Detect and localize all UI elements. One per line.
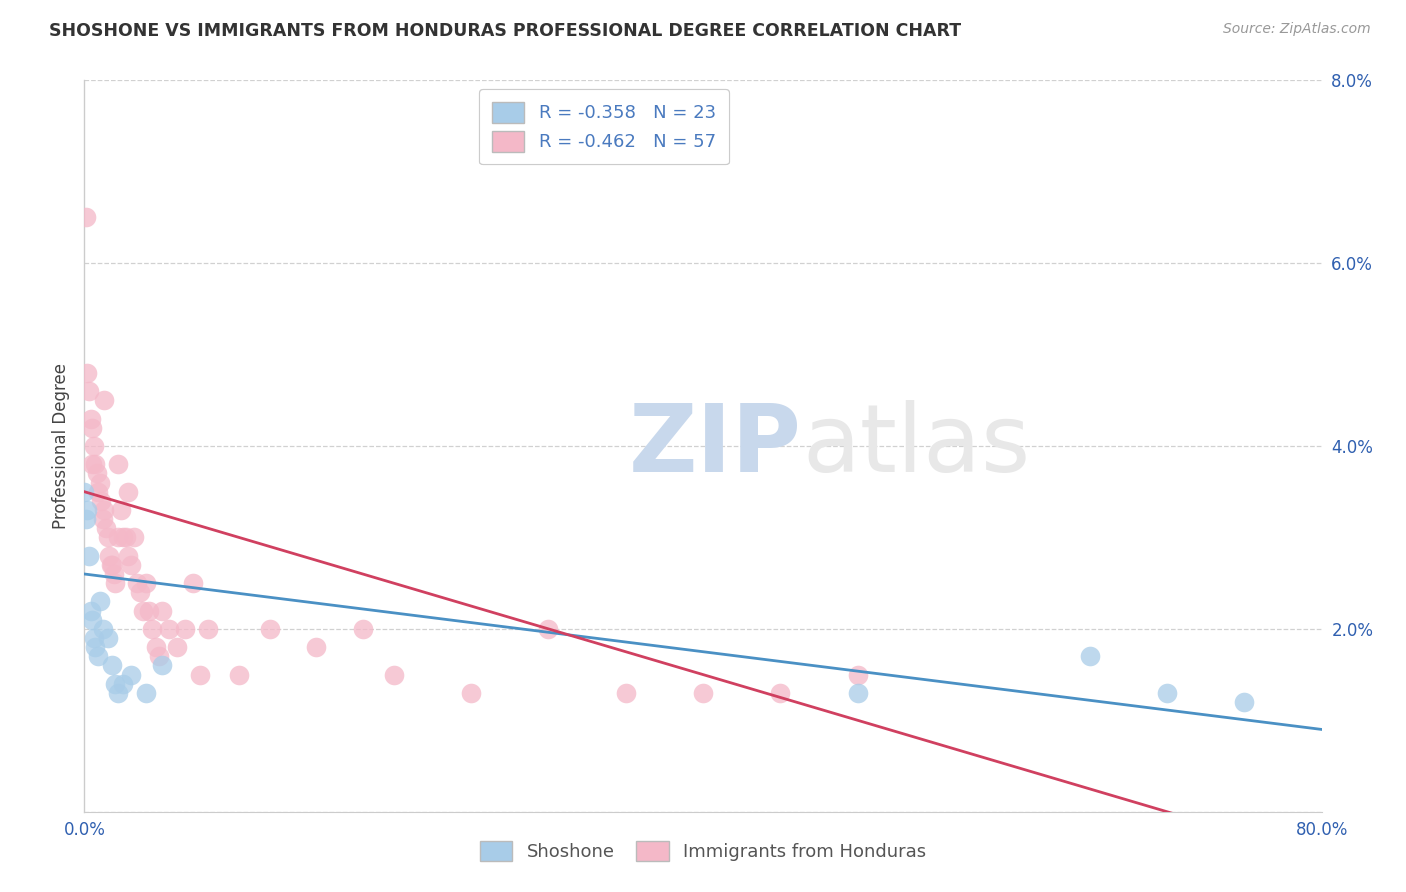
Point xyxy=(537,622,560,636)
Point xyxy=(382,667,405,681)
Point xyxy=(460,686,482,700)
Point xyxy=(73,484,96,499)
Point xyxy=(120,558,142,572)
Point xyxy=(138,603,160,617)
Text: Source: ZipAtlas.com: Source: ZipAtlas.com xyxy=(1223,22,1371,37)
Point xyxy=(104,576,127,591)
Point xyxy=(107,686,129,700)
Point xyxy=(96,631,118,645)
Point xyxy=(150,603,173,617)
Point xyxy=(84,640,107,655)
Point xyxy=(76,366,98,380)
Point xyxy=(82,613,104,627)
Point xyxy=(91,622,114,636)
Point xyxy=(174,622,197,636)
Point xyxy=(150,658,173,673)
Point xyxy=(846,667,869,681)
Point xyxy=(692,686,714,700)
Point xyxy=(148,649,170,664)
Point xyxy=(91,512,114,526)
Point xyxy=(100,558,122,572)
Point xyxy=(107,530,129,544)
Point xyxy=(1078,649,1101,664)
Point xyxy=(122,530,145,544)
Point xyxy=(135,576,157,591)
Text: SHOSHONE VS IMMIGRANTS FROM HONDURAS PROFESSIONAL DEGREE CORRELATION CHART: SHOSHONE VS IMMIGRANTS FROM HONDURAS PRO… xyxy=(49,22,962,40)
Point xyxy=(98,549,121,563)
Point xyxy=(181,576,204,591)
Point xyxy=(159,622,180,636)
Point xyxy=(112,530,135,544)
Point xyxy=(120,667,142,681)
Point xyxy=(93,503,115,517)
Point xyxy=(82,458,104,472)
Point xyxy=(188,667,211,681)
Text: atlas: atlas xyxy=(801,400,1031,492)
Point xyxy=(87,649,110,664)
Point xyxy=(79,603,101,617)
Legend: R = -0.358   N = 23, R = -0.462   N = 57: R = -0.358 N = 23, R = -0.462 N = 57 xyxy=(479,89,728,164)
Point xyxy=(103,567,125,582)
Legend: Shoshone, Immigrants from Honduras: Shoshone, Immigrants from Honduras xyxy=(467,828,939,874)
Point xyxy=(259,622,281,636)
Point xyxy=(846,686,869,700)
Point xyxy=(84,458,107,472)
Point xyxy=(75,211,97,225)
Point xyxy=(305,640,328,655)
Point xyxy=(110,503,132,517)
Point xyxy=(228,667,250,681)
Point xyxy=(89,594,111,608)
Point xyxy=(83,439,105,453)
Point xyxy=(112,676,135,690)
Point xyxy=(86,467,108,481)
Point xyxy=(79,411,101,425)
Point xyxy=(141,622,163,636)
Point xyxy=(93,393,115,408)
Point xyxy=(75,512,97,526)
Point xyxy=(101,558,124,572)
Point xyxy=(135,686,157,700)
Point xyxy=(76,503,98,517)
Point xyxy=(197,622,219,636)
Point xyxy=(96,530,118,544)
Point xyxy=(117,484,139,499)
Point xyxy=(77,384,100,399)
Y-axis label: Professional Degree: Professional Degree xyxy=(52,363,70,529)
Point xyxy=(94,521,117,535)
Point xyxy=(101,658,124,673)
Point xyxy=(83,631,105,645)
Text: ZIP: ZIP xyxy=(628,400,801,492)
Point xyxy=(129,585,152,599)
Point xyxy=(614,686,637,700)
Point xyxy=(352,622,374,636)
Point xyxy=(104,676,127,690)
Point xyxy=(1156,686,1178,700)
Point xyxy=(107,458,129,472)
Point xyxy=(132,603,155,617)
Point xyxy=(90,493,112,508)
Point xyxy=(115,530,138,544)
Point xyxy=(125,576,148,591)
Point xyxy=(89,475,111,490)
Point xyxy=(166,640,188,655)
Point xyxy=(145,640,167,655)
Point xyxy=(1233,695,1256,709)
Point xyxy=(87,484,110,499)
Point xyxy=(117,549,139,563)
Point xyxy=(82,420,104,434)
Point xyxy=(769,686,792,700)
Point xyxy=(77,549,100,563)
